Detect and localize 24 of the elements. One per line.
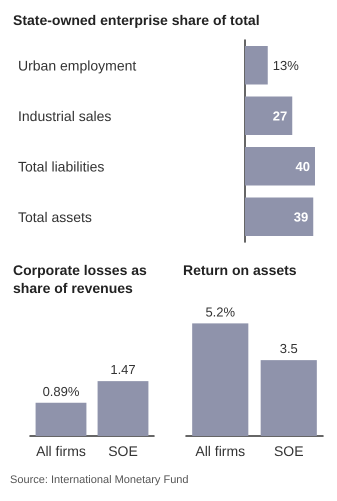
x-tick-label: SOE — [108, 443, 138, 459]
data-label: 5.2% — [205, 304, 236, 320]
chart-title: State-owned enterprise share of total — [13, 12, 260, 28]
x-tick-label: SOE — [274, 443, 304, 459]
data-label: 1.47 — [110, 362, 136, 378]
bar — [245, 46, 268, 84]
data-label: 40 — [296, 158, 310, 174]
y-tick-label: Industrial sales — [18, 108, 112, 124]
x-tick-label: All firms — [195, 443, 246, 459]
chart-title: Corporate losses as share of revenues — [13, 262, 151, 296]
data-label: 39 — [294, 209, 308, 224]
chart-title: Return on assets — [183, 262, 297, 278]
data-label: 3.5 — [280, 341, 298, 356]
data-label: 0.89% — [42, 384, 80, 399]
y-tick-label: Total liabilities — [18, 158, 104, 174]
x-tick-label: All firms — [36, 443, 86, 459]
y-tick-label: Urban employment — [18, 57, 136, 74]
bar — [245, 96, 292, 135]
data-label: 27 — [272, 108, 288, 124]
y-tick-label: Total assets — [18, 208, 92, 225]
bar — [245, 147, 315, 186]
source-note: Source: International Monetary Fund — [10, 474, 189, 486]
data-label: 13% — [272, 58, 300, 73]
bar — [245, 198, 314, 236]
